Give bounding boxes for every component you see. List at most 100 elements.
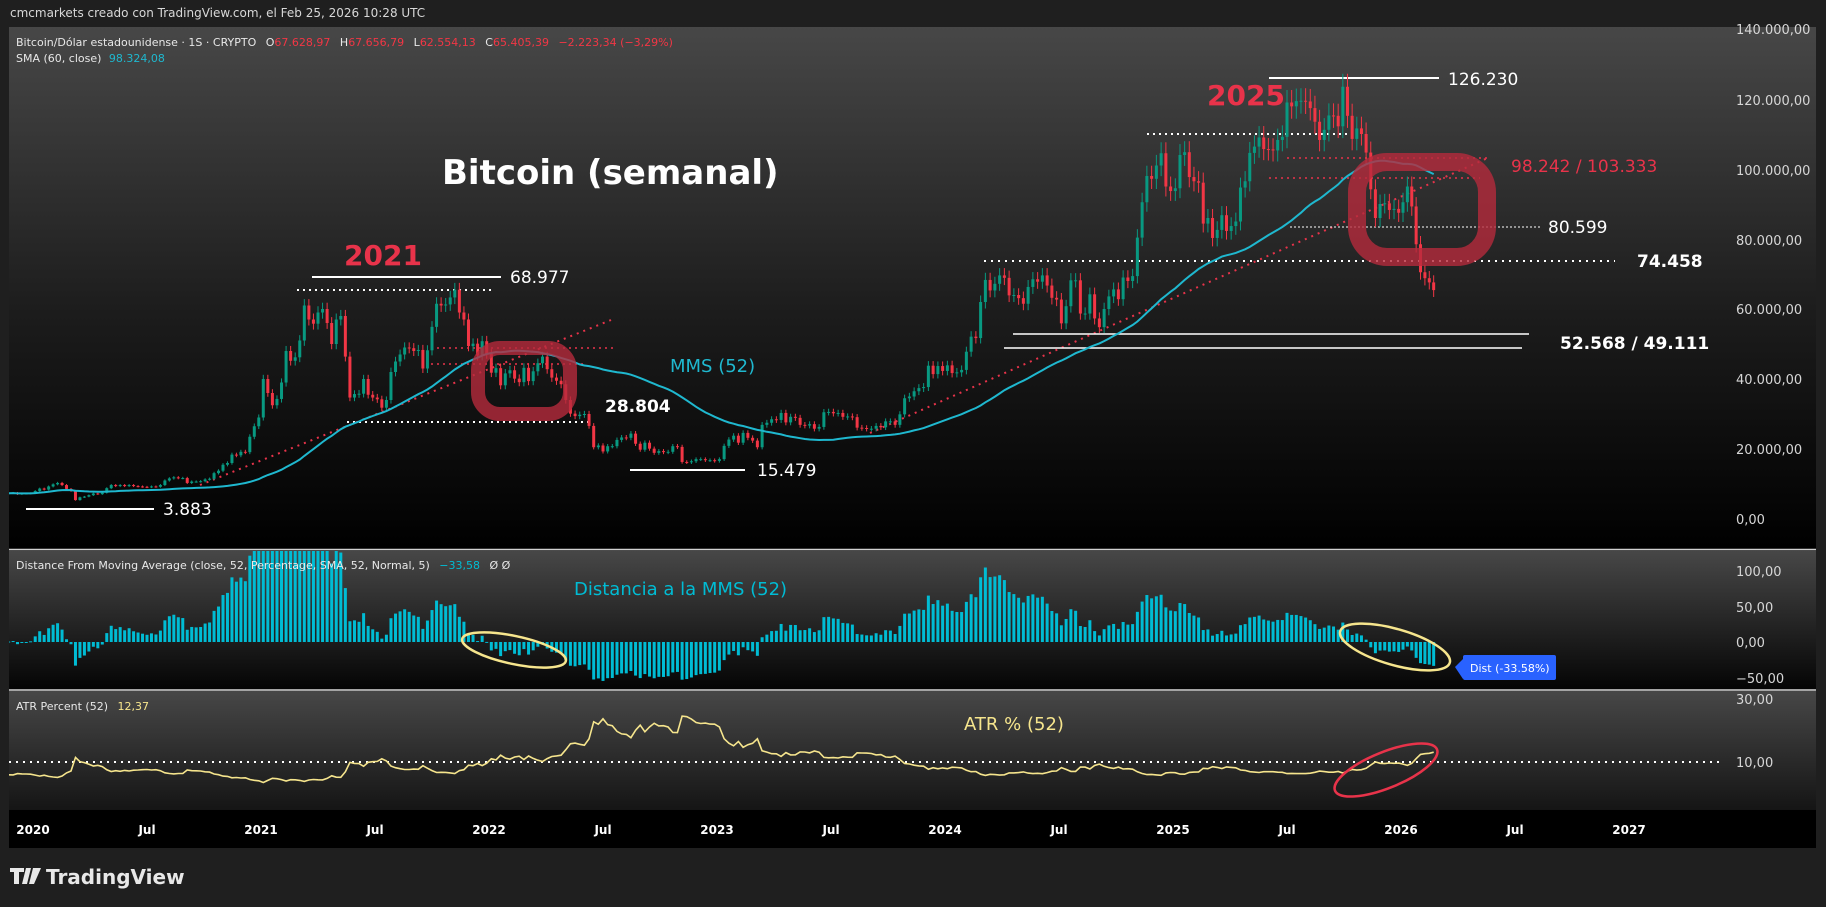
distance-bar[interactable] — [657, 642, 661, 677]
candle[interactable] — [239, 451, 243, 456]
distance-bar[interactable] — [527, 642, 531, 655]
distance-bar[interactable] — [1002, 580, 1006, 642]
candle[interactable] — [903, 398, 907, 415]
candle[interactable] — [1383, 203, 1387, 205]
candle[interactable] — [898, 414, 902, 425]
distance-bar[interactable] — [671, 642, 675, 673]
candle[interactable] — [212, 473, 216, 479]
candle[interactable] — [293, 357, 297, 361]
candle[interactable] — [727, 439, 731, 446]
candle[interactable] — [974, 336, 978, 339]
distance-bar[interactable] — [784, 630, 788, 642]
candle[interactable] — [425, 350, 429, 369]
candle[interactable] — [302, 305, 306, 341]
distance-bar[interactable] — [722, 642, 726, 661]
distance-bar[interactable] — [587, 642, 591, 670]
candle[interactable] — [1276, 139, 1280, 151]
distance-bar[interactable] — [865, 635, 869, 642]
distance-bar[interactable] — [979, 577, 983, 642]
distance-bar[interactable] — [172, 614, 176, 642]
distance-bar[interactable] — [1059, 625, 1063, 642]
distance-bar[interactable] — [421, 628, 425, 642]
distance-bar[interactable] — [1088, 620, 1092, 642]
candle[interactable] — [736, 435, 740, 443]
distance-bar[interactable] — [1211, 635, 1215, 642]
distance-bar[interactable] — [983, 567, 987, 642]
distance-bar[interactable] — [435, 600, 439, 642]
distance-bar[interactable] — [884, 630, 888, 642]
candle[interactable] — [713, 460, 717, 462]
distance-bar[interactable] — [652, 642, 656, 679]
distance-bar[interactable] — [275, 533, 279, 642]
distance-bar[interactable] — [73, 642, 77, 666]
candle[interactable] — [922, 387, 926, 389]
distance-bar[interactable] — [903, 613, 907, 642]
candle[interactable] — [476, 343, 480, 356]
level-label-52568-49111[interactable]: 52.568 / 49.111 — [1560, 334, 1709, 354]
distance-bar[interactable] — [922, 609, 926, 642]
distance-bar[interactable] — [1419, 642, 1423, 664]
distance-bar[interactable] — [620, 642, 624, 674]
distance-bar[interactable] — [1116, 628, 1120, 642]
candle[interactable] — [109, 485, 113, 489]
distance-bar[interactable] — [648, 642, 652, 677]
candle[interactable] — [154, 486, 158, 488]
distance-bar[interactable] — [836, 618, 840, 642]
distance-bar[interactable] — [592, 642, 596, 680]
candle[interactable] — [689, 461, 693, 463]
distance-bar[interactable] — [1392, 642, 1396, 652]
distance-bar[interactable] — [1012, 594, 1016, 642]
distance-bar[interactable] — [78, 642, 82, 658]
distance-bar[interactable] — [1405, 642, 1409, 647]
distance-bar[interactable] — [793, 625, 797, 642]
candle[interactable] — [1126, 277, 1130, 282]
distance-bar[interactable] — [1064, 618, 1068, 642]
candle[interactable] — [91, 493, 95, 496]
candle[interactable] — [362, 379, 366, 394]
candle[interactable] — [606, 446, 610, 452]
distance-bar[interactable] — [789, 624, 793, 642]
candle[interactable] — [141, 486, 145, 488]
distance-bar[interactable] — [1373, 642, 1377, 654]
candle[interactable] — [634, 433, 638, 444]
candle[interactable] — [489, 353, 493, 373]
candle[interactable] — [453, 289, 457, 298]
candle[interactable] — [945, 365, 949, 371]
distance-bar[interactable] — [736, 642, 740, 656]
distance-bar[interactable] — [403, 609, 407, 642]
candle[interactable] — [774, 419, 778, 421]
distance-bar[interactable] — [1192, 615, 1196, 642]
distance-bar[interactable] — [163, 620, 167, 642]
distance-bar[interactable] — [993, 576, 997, 642]
candle[interactable] — [1280, 136, 1284, 140]
candle[interactable] — [65, 485, 69, 489]
candle[interactable] — [352, 394, 356, 398]
distance-bar[interactable] — [302, 473, 306, 642]
candle[interactable] — [1031, 279, 1035, 287]
candle[interactable] — [1135, 237, 1139, 277]
level-label-74458[interactable]: 74.458 — [1637, 252, 1703, 272]
distance-bar[interactable] — [480, 635, 484, 642]
candle[interactable] — [3, 493, 6, 494]
distance-bar[interactable] — [531, 642, 535, 651]
distance-bar[interactable] — [499, 642, 503, 657]
distance-bar[interactable] — [1345, 629, 1349, 642]
distance-bar[interactable] — [974, 597, 978, 642]
candle[interactable] — [755, 440, 759, 448]
distance-bar[interactable] — [522, 642, 526, 650]
distance-bar[interactable] — [874, 633, 878, 642]
candle[interactable] — [941, 366, 945, 371]
distance-bar[interactable] — [936, 600, 940, 642]
candle[interactable] — [1432, 282, 1436, 291]
level-label-80599[interactable]: 80.599 — [1548, 218, 1607, 238]
distance-bar[interactable] — [298, 500, 302, 642]
candle[interactable] — [1378, 204, 1382, 218]
candle[interactable] — [1192, 177, 1196, 182]
distance-bar[interactable] — [141, 633, 145, 642]
candle[interactable] — [666, 451, 670, 453]
candle[interactable] — [208, 478, 212, 480]
distance-bar[interactable] — [1173, 611, 1177, 642]
candle[interactable] — [51, 484, 55, 487]
candle[interactable] — [311, 319, 315, 324]
candle[interactable] — [979, 302, 983, 339]
